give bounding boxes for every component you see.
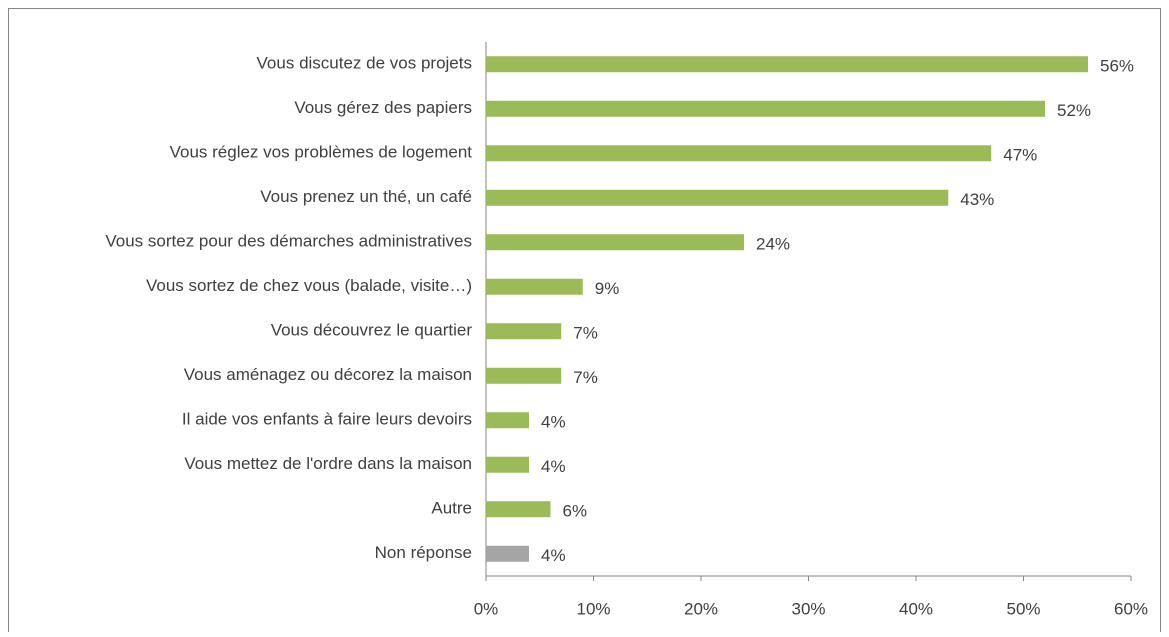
bar — [486, 456, 529, 473]
bar — [486, 545, 529, 562]
y-tick-label: Vous aménagez ou décorez la maison — [184, 365, 472, 384]
bar — [486, 278, 583, 295]
value-label: 9% — [595, 279, 620, 298]
value-label: 47% — [1003, 146, 1037, 165]
value-label: 7% — [573, 368, 598, 387]
value-label: 52% — [1057, 101, 1091, 120]
value-label: 4% — [541, 546, 566, 565]
x-tick-label: 0% — [474, 599, 499, 618]
bar — [486, 145, 992, 162]
bar — [486, 412, 529, 429]
bar — [486, 100, 1045, 117]
y-tick-label: Vous sortez de chez vous (balade, visite… — [146, 276, 472, 295]
value-label: 43% — [960, 190, 994, 209]
bar — [486, 323, 562, 340]
value-label: 4% — [541, 457, 566, 476]
y-tick-label: Vous réglez vos problèmes de logement — [170, 143, 473, 162]
bar — [486, 56, 1088, 73]
x-tick-label: 20% — [684, 599, 718, 618]
value-label: 4% — [541, 413, 566, 432]
bar — [486, 189, 949, 206]
y-tick-label: Il aide vos enfants à faire leurs devoir… — [182, 410, 472, 429]
bar — [486, 367, 562, 384]
bar — [486, 501, 551, 518]
y-tick-label: Vous discutez de vos projets — [257, 54, 472, 73]
y-tick-label: Vous prenez un thé, un café — [260, 187, 472, 206]
y-tick-label: Vous mettez de l'ordre dans la maison — [184, 454, 472, 473]
y-tick-label: Autre — [431, 499, 472, 518]
value-label: 56% — [1100, 57, 1134, 76]
value-label: 24% — [756, 235, 790, 254]
bar — [486, 234, 744, 251]
chart-border — [8, 8, 1161, 637]
x-tick-label: 50% — [1006, 599, 1040, 618]
y-tick-label: Vous gérez des papiers — [294, 98, 472, 117]
x-tick-label: 30% — [791, 599, 825, 618]
value-label: 7% — [573, 324, 598, 343]
y-tick-label: Vous sortez pour des démarches administr… — [105, 232, 472, 251]
y-tick-label: Vous découvrez le quartier — [271, 321, 473, 340]
value-label: 6% — [563, 502, 588, 521]
x-tick-label: 60% — [1114, 599, 1148, 618]
x-tick-label: 40% — [899, 599, 933, 618]
y-tick-label: Non réponse — [375, 543, 472, 562]
x-tick-label: 10% — [576, 599, 610, 618]
